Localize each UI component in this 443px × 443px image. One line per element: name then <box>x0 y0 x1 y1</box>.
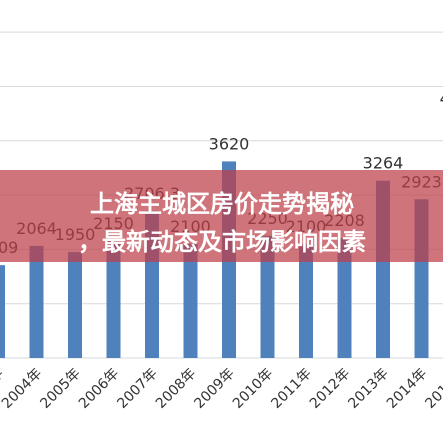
banner-line: 上海主城区房价走势揭秘 <box>90 190 354 218</box>
data-label: 3620 <box>209 134 250 153</box>
bar <box>106 241 121 358</box>
bar <box>260 235 275 358</box>
bar <box>299 243 313 358</box>
bar <box>337 238 352 358</box>
bar <box>29 245 44 358</box>
bar <box>68 252 82 358</box>
bar <box>183 243 198 358</box>
data-label: 3264 <box>363 154 404 173</box>
bar <box>0 265 5 358</box>
banner <box>0 170 443 262</box>
data-label: 4460 <box>440 89 443 108</box>
banner-line: ，最新动态及市场影响因素 <box>78 228 366 256</box>
